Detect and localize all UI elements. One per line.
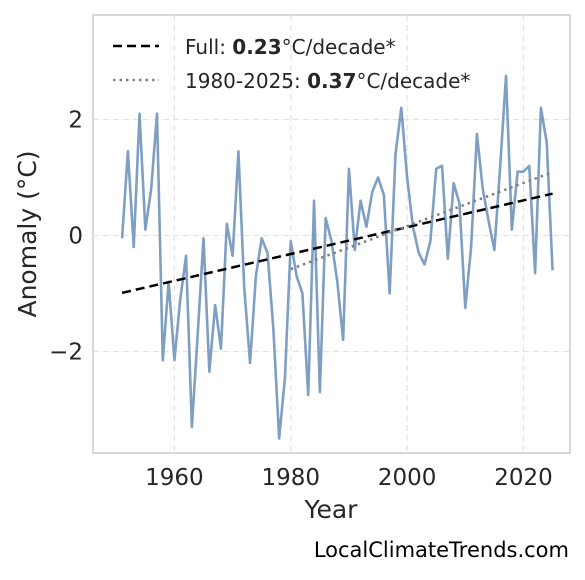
x-tick-label: 1960 (145, 465, 204, 491)
legend-full-rate: 0.23 (232, 35, 281, 59)
legend-full-unit: °C/decade* (282, 35, 396, 59)
y-tick-label: −2 (49, 339, 83, 365)
y-axis-ticks: −2 0 2 (49, 107, 83, 365)
grid-lines (93, 15, 570, 453)
trend-line-full (121, 192, 553, 295)
legend-recent-unit: °C/decade* (356, 69, 470, 93)
legend-recent-prefix: 1980-2025: (185, 69, 307, 93)
legend-full-prefix: Full: (185, 35, 232, 59)
legend-label-recent: 1980-2025: 0.37°C/decade* (185, 69, 470, 93)
x-tick-label: 2020 (494, 465, 553, 491)
legend-label-full: Full: 0.23°C/decade* (185, 35, 396, 59)
series-line-annual (120, 74, 554, 440)
x-axis-title: Year (304, 495, 359, 524)
y-axis-title: Anomaly (°C) (13, 150, 42, 317)
y-tick-label: 0 (68, 223, 83, 249)
credit-text: LocalClimateTrends.com (313, 538, 569, 562)
x-tick-label: 1980 (262, 465, 321, 491)
y-tick-label: 2 (68, 107, 83, 133)
series-layer (120, 74, 554, 440)
x-axis-ticks: 1960 1980 2000 2020 (145, 465, 553, 491)
x-tick-label: 2000 (378, 465, 437, 491)
trend-line-1980-2025 (290, 171, 553, 271)
legend: Full: 0.23°C/decade* 1980-2025: 0.37°C/d… (113, 35, 470, 93)
legend-recent-rate: 0.37 (307, 69, 356, 93)
